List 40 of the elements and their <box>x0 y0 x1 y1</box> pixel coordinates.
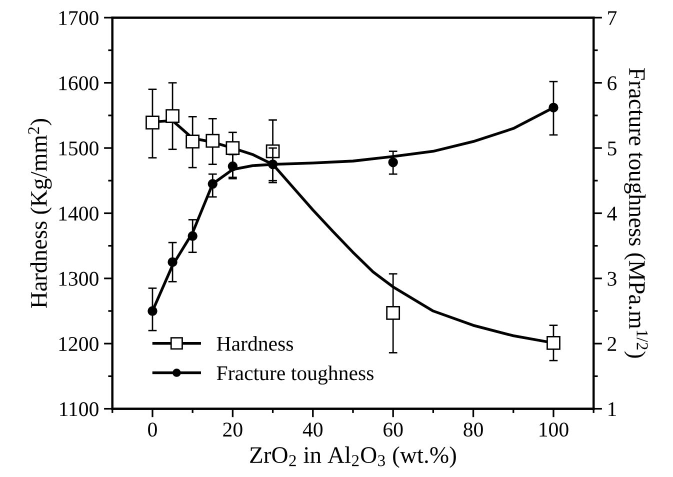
point <box>228 161 238 172</box>
y2-tick-label: 7 <box>608 11 617 25</box>
x-tick-label: 40 <box>302 422 323 437</box>
point <box>186 134 200 148</box>
point <box>226 141 240 155</box>
y-tick-label: 1200 <box>59 336 98 352</box>
point <box>548 102 558 112</box>
point <box>386 306 400 320</box>
x-axis-title: ZrO$_{2}$ in Al$_{2}$O$_{3}$ (wt.%) <box>250 446 456 468</box>
y-tick-label: 1700 <box>59 11 98 26</box>
point <box>546 336 560 350</box>
point <box>146 116 160 130</box>
x-tick-label: 100 <box>540 422 568 437</box>
y-tick-label: 1600 <box>59 76 98 90</box>
point <box>188 231 198 241</box>
point <box>206 134 220 148</box>
point <box>168 257 178 267</box>
y-tick-label: 1400 <box>59 206 98 221</box>
point <box>208 179 218 189</box>
x-tick-label: 20 <box>223 422 242 437</box>
legend-label: Hardness <box>216 336 294 351</box>
y2-tick-label: 5 <box>608 142 616 156</box>
point <box>148 306 158 316</box>
y-tick-label: 1100 <box>60 402 98 416</box>
point <box>388 158 398 168</box>
point <box>268 159 278 170</box>
y2-tick-label: 6 <box>608 76 617 90</box>
y-tick-label: 1500 <box>59 141 98 156</box>
y2-axis-title: Fracture toughness (MPa.m$^{1/2}$) <box>624 68 648 358</box>
legend-label: Fracture toughness <box>216 366 374 385</box>
x-tick-label: 60 <box>384 422 403 437</box>
y2-tick-label: 2 <box>608 337 616 351</box>
point <box>166 109 180 124</box>
y2-tick-label: 1 <box>608 402 616 416</box>
y-tick-label: 1300 <box>59 272 98 286</box>
y2-tick-label: 3 <box>608 272 616 286</box>
x-tick-label: 0 <box>148 422 157 437</box>
y-axis-title: Hardness (Kg/mm$^{2}$) <box>28 119 52 308</box>
y2-tick-label: 4 <box>607 206 617 220</box>
x-tick-label: 80 <box>464 422 483 437</box>
